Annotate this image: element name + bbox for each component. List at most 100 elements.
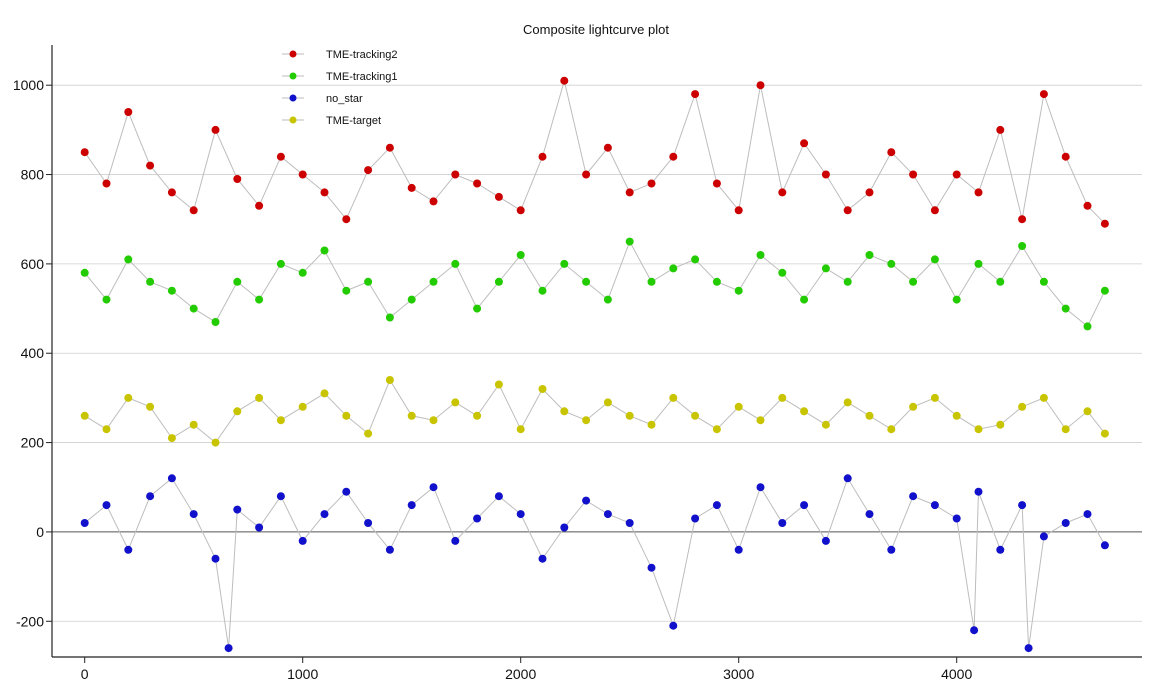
data-point [320,188,329,197]
data-point [909,170,918,179]
data-point [451,170,460,179]
data-point [146,402,155,411]
data-point [124,393,133,402]
data-point [1018,402,1027,411]
legend-label: TME-tracking2 [326,49,398,61]
data-point [364,519,373,527]
data-point [276,259,285,268]
data-point [582,496,591,505]
data-point [342,286,351,295]
data-point [625,411,634,420]
legend-label: TME-target [326,115,381,127]
data-point [167,434,176,443]
data-point [233,505,242,514]
y-tick-label: 1000 [13,77,44,93]
data-point [647,277,656,286]
data-point [1100,429,1109,438]
legend-label: no_star [326,93,363,105]
series-TME-tracking2 [80,76,1109,228]
series-layer [80,76,1109,653]
data-point [516,425,525,434]
data-point [167,286,176,295]
data-point [211,438,220,447]
data-point [887,259,896,268]
data-point [970,626,979,635]
data-point [974,259,983,268]
series-TME-tracking1 [80,237,1109,331]
data-point [255,393,264,402]
data-point [298,170,307,179]
data-point [821,170,830,179]
data-point [1018,501,1027,510]
data-point [1061,152,1070,161]
data-point [952,295,961,304]
y-tick-label: 600 [21,256,45,272]
axes [51,45,1142,658]
data-point [647,563,656,572]
data-point [364,429,373,438]
data-point [80,411,89,420]
data-point [625,237,634,246]
x-tick-label: 1000 [287,666,318,682]
data-point [102,295,111,304]
data-point [778,393,787,402]
data-point [342,215,351,224]
data-point [451,398,460,407]
x-tick-label: 4000 [941,666,972,682]
data-point [712,501,721,510]
data-point [974,425,983,434]
data-point [80,519,89,527]
data-point [255,523,264,532]
series-line [84,78,1106,225]
data-point [538,385,547,393]
data-point [1061,425,1070,434]
x-tick-label: 0 [81,666,89,682]
data-point [538,286,547,295]
data-point [516,251,525,259]
data-point [494,277,503,286]
data-point [800,501,809,510]
series-no_star [80,474,1109,653]
data-point [189,206,198,215]
data-point [734,545,743,554]
data-point [821,536,830,545]
data-point [102,425,111,434]
grid-lines [52,84,1142,622]
data-point [909,492,918,501]
data-point [778,519,787,527]
data-point [102,179,111,188]
data-point [712,277,721,286]
data-point [691,411,700,420]
data-point [124,545,133,554]
data-point [1018,215,1027,224]
data-point [255,295,264,304]
data-point [407,501,416,510]
data-point [276,152,285,161]
data-point [494,192,503,201]
series-line [84,378,1106,444]
data-point [255,201,264,210]
data-point [669,621,678,630]
y-tick-label: -200 [16,613,44,629]
data-point [538,554,547,563]
data-point [930,206,939,215]
data-point [756,483,765,492]
data-point [909,402,918,411]
y-tick-label: 0 [36,524,44,540]
data-point [647,179,656,188]
data-point [233,175,242,183]
data-point [364,166,373,175]
data-point [429,416,438,425]
data-point [124,255,133,264]
data-point [996,545,1005,554]
data-point [189,510,198,519]
data-point [800,407,809,416]
data-point [124,108,133,116]
data-point [473,304,482,313]
data-point [146,277,155,286]
data-point [756,81,765,90]
data-point [669,393,678,402]
legend: TME-tracking2 TME-tracking1 no_star TME-tar… [282,49,398,127]
data-point [734,206,743,215]
data-point [930,393,939,402]
